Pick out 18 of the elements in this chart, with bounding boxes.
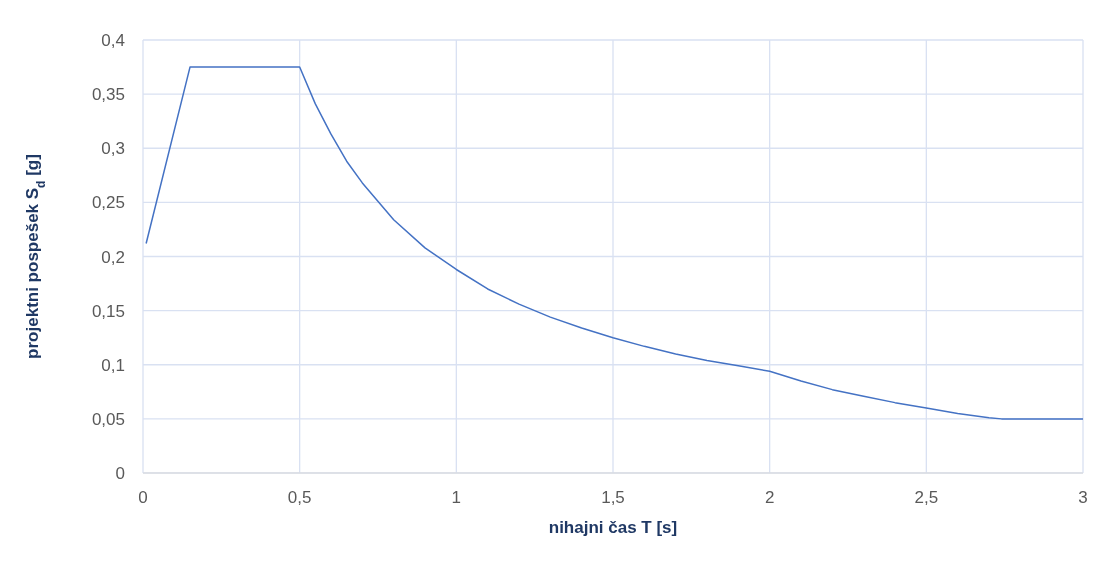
x-tick-label: 3: [1078, 488, 1088, 508]
line-series: [145, 66, 1083, 420]
x-tick-label: 0,5: [287, 488, 312, 508]
y-tick-label: 0,25: [91, 193, 125, 213]
y-tick-label: 0,1: [101, 355, 125, 375]
y-tick-label: 0,35: [91, 85, 125, 105]
x-tick-label: 2,5: [914, 488, 939, 508]
y-tick-label: 0,2: [101, 247, 125, 267]
y-tick-label: 0,4: [101, 31, 125, 51]
y-tick-label: 0,15: [91, 301, 125, 321]
x-tick-label: 1: [451, 488, 462, 508]
x-tick-label: 0: [138, 488, 148, 508]
y-tick-label: 0,3: [101, 139, 125, 159]
x-tick-label: 2: [764, 488, 775, 508]
y-tick-label: 0: [115, 464, 125, 484]
x-axis-title: nihajni čas T [s]: [548, 518, 678, 537]
y-tick-label: 0,05: [91, 409, 125, 429]
x-tick-label: 1,5: [601, 488, 625, 508]
